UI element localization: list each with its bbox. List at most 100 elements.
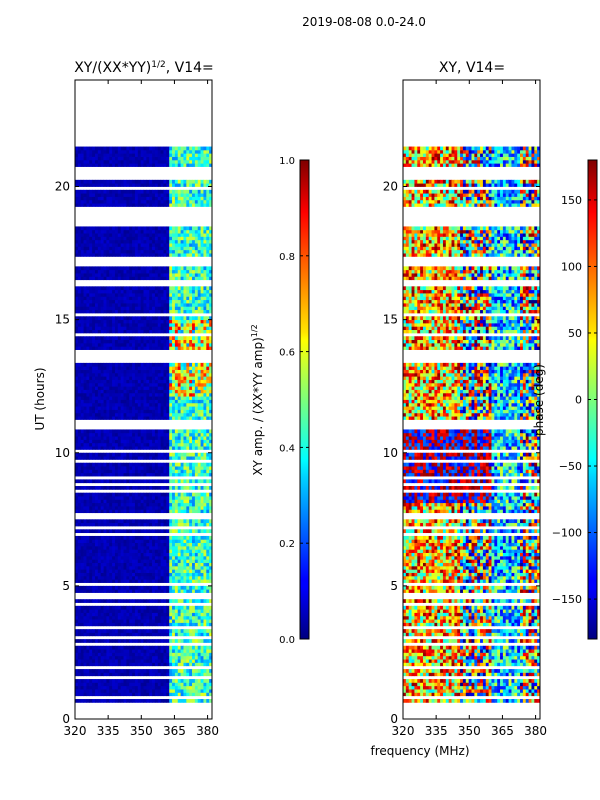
amplitude-cell xyxy=(209,559,212,563)
amplitude-cell xyxy=(92,436,96,440)
amplitude-cell xyxy=(106,572,110,577)
amplitude-cell xyxy=(143,293,147,297)
amplitude-cell xyxy=(209,293,212,297)
amplitude-cell xyxy=(149,486,153,490)
amplitude-cell xyxy=(172,472,176,477)
amplitude-cell xyxy=(94,392,99,397)
amplitude-cell xyxy=(194,362,199,367)
amplitude-cell xyxy=(126,289,130,294)
amplitude-cell xyxy=(157,539,162,544)
amplitude-cell xyxy=(106,549,110,553)
amplitude-cell xyxy=(89,685,93,690)
amplitude-cell xyxy=(154,472,159,477)
amplitude-cell xyxy=(146,612,150,617)
amplitude-cell xyxy=(134,389,139,394)
amplitude-cell xyxy=(106,672,110,677)
amplitude-cell xyxy=(80,369,84,374)
amplitude-cell xyxy=(186,336,190,340)
amplitude-cell xyxy=(75,629,79,633)
amplitude-cell xyxy=(132,436,136,440)
amplitude-cell xyxy=(154,672,159,677)
amplitude-cell xyxy=(77,615,82,620)
amplitude-cell xyxy=(103,685,107,690)
amplitude-cell xyxy=(146,575,150,580)
amplitude-cell xyxy=(197,462,201,467)
amplitude-cell xyxy=(203,266,207,271)
amplitude-cell xyxy=(117,589,122,593)
amplitude-cell xyxy=(143,372,147,377)
amplitude-cell xyxy=(120,565,124,570)
amplitude-cell xyxy=(143,535,147,540)
amplitude-cell xyxy=(206,569,210,573)
amplitude-cell xyxy=(129,289,133,294)
amplitude-cell xyxy=(132,585,136,590)
amplitude-cell xyxy=(186,649,190,653)
amplitude-cell xyxy=(100,322,104,327)
amplitude-cell xyxy=(120,342,124,347)
amplitude-cell xyxy=(206,672,210,677)
amplitude-cell xyxy=(146,399,150,404)
amplitude-cell xyxy=(163,412,167,417)
amplitude-cell xyxy=(132,486,136,490)
amplitude-cell xyxy=(149,446,153,450)
amplitude-cell xyxy=(197,452,201,457)
amplitude-cell xyxy=(89,309,93,314)
amplitude-cell xyxy=(154,562,159,567)
amplitude-cell xyxy=(89,269,93,274)
amplitude-cell xyxy=(209,545,212,550)
amplitude-cell xyxy=(109,249,113,254)
amplitude-cell xyxy=(129,615,133,620)
amplitude-cell xyxy=(206,682,210,687)
amplitude-cell xyxy=(186,569,190,573)
amplitude-cell xyxy=(134,486,139,490)
amplitude-cell xyxy=(137,376,142,380)
amplitude-cell xyxy=(149,296,153,301)
amplitude-cell xyxy=(140,386,144,390)
amplitude-cell xyxy=(129,609,133,613)
amplitude-cell xyxy=(123,662,127,667)
amplitude-cell xyxy=(163,509,167,514)
amplitude-cell xyxy=(160,442,164,447)
amplitude-cell xyxy=(89,522,93,527)
amplitude-cell xyxy=(203,549,207,553)
amplitude-cell xyxy=(140,612,144,617)
amplitude-cell xyxy=(86,462,90,467)
amplitude-cell xyxy=(94,575,99,580)
amplitude-cell xyxy=(134,585,139,590)
amplitude-cell xyxy=(83,446,87,450)
amplitude-cell xyxy=(186,652,190,657)
amplitude-cell xyxy=(174,399,179,404)
amplitude-cell xyxy=(194,309,199,314)
amplitude-cell xyxy=(132,319,136,324)
amplitude-cell xyxy=(149,682,153,687)
amplitude-cell xyxy=(97,492,102,497)
amplitude-cell xyxy=(169,402,173,407)
amplitude-cell xyxy=(177,342,181,347)
amplitude-cell xyxy=(137,429,142,434)
amplitude-cell xyxy=(166,372,170,377)
amplitude-cell xyxy=(77,466,82,470)
amplitude-cell xyxy=(97,649,102,653)
amplitude-cell xyxy=(143,605,147,610)
amplitude-cell xyxy=(126,296,130,301)
amplitude-cell xyxy=(120,672,124,677)
amplitude-cell xyxy=(129,446,133,450)
amplitude-cell xyxy=(140,672,144,677)
amplitude-cell xyxy=(169,479,173,484)
amplitude-cell xyxy=(86,672,90,677)
amplitude-cell xyxy=(197,396,201,400)
amplitude-cell xyxy=(129,585,133,590)
amplitude-cell xyxy=(149,299,153,304)
amplitude-cell xyxy=(203,382,207,387)
amplitude-cell xyxy=(103,499,107,504)
amplitude-cell xyxy=(100,402,104,407)
amplitude-cell xyxy=(132,529,136,534)
amplitude-cell xyxy=(140,605,144,610)
amplitude-cell xyxy=(197,499,201,504)
amplitude-cell xyxy=(129,456,133,460)
amplitude-cell xyxy=(166,519,170,524)
amplitude-cell xyxy=(149,679,153,683)
amplitude-cell xyxy=(86,382,90,387)
amplitude-cell xyxy=(177,662,181,667)
amplitude-cell xyxy=(112,372,116,377)
